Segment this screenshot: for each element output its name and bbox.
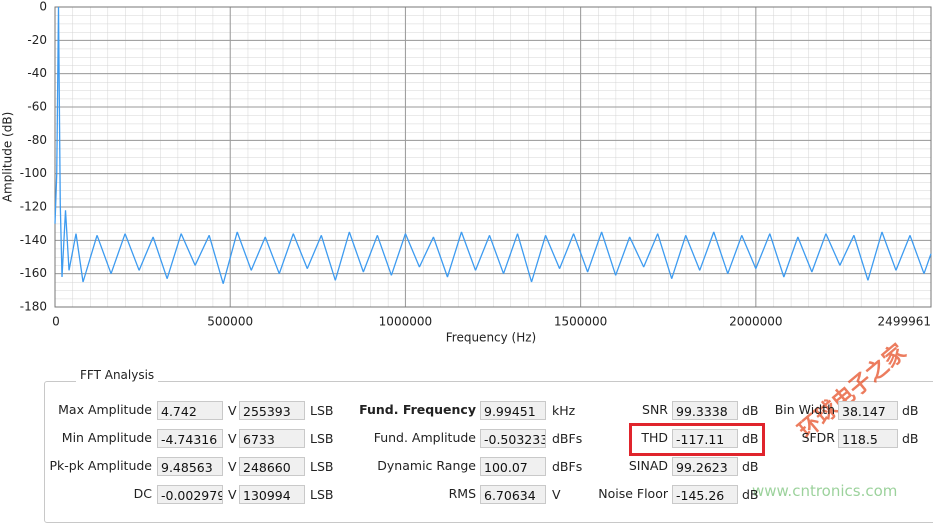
y-tick-label: -180 (20, 300, 47, 314)
field-value: 100.07 (480, 457, 546, 476)
field-unit: dB (902, 403, 919, 418)
x-axis-label: Frequency (Hz) (446, 331, 537, 345)
field-value: 6.70634 (480, 485, 546, 504)
field-value: 6733 (239, 429, 305, 448)
field-unit: V (228, 487, 237, 502)
field-label: Fund. Amplitude (373, 430, 476, 445)
plot-frame (54, 6, 932, 308)
field-value: -0.002979 (157, 485, 223, 504)
field-value: 130994 (239, 485, 305, 504)
field-label: Pk-pk Amplitude (49, 458, 153, 473)
y-tick-label: 0 (39, 0, 47, 14)
field-value: 38.147 (838, 401, 898, 420)
chart: -180 -160 -140 -120 -100 -80 -60 -40 -20 0 0 500000… (1, 0, 932, 345)
x-tick-label: 1500000 (554, 315, 607, 329)
field-label: SFDR (801, 430, 835, 445)
y-tick-label: -80 (27, 133, 47, 147)
field-value: -0.503233 (480, 429, 546, 448)
field-value: 248660 (239, 457, 305, 476)
minor-grid (55, 7, 931, 307)
x-tick-label: 1000000 (379, 315, 432, 329)
field-unit: dB (742, 403, 759, 418)
field-unit: LSB (310, 459, 334, 474)
y-tick-label: -100 (20, 166, 47, 180)
field-unit: dB (742, 487, 759, 502)
y-tick-label: -40 (27, 66, 47, 80)
field-unit: LSB (310, 487, 334, 502)
field-label: Fund. Frequency (359, 402, 476, 417)
y-tick-label: -160 (20, 266, 47, 280)
y-axis-label: Amplitude (dB) (1, 112, 15, 203)
field-unit: V (552, 487, 561, 502)
field-label: SINAD (628, 458, 668, 473)
field-value: 99.2623 (672, 457, 738, 476)
field-unit: V (228, 431, 237, 446)
field-label: SNR (642, 402, 668, 417)
y-tick-label: -60 (27, 100, 47, 114)
group-title: FFT Analysis (76, 368, 159, 382)
field-label: Min Amplitude (61, 430, 152, 445)
field-value: 4.742 (157, 401, 223, 420)
field-unit: dB (742, 431, 759, 446)
field-unit: dB (902, 431, 919, 446)
field-value: -4.74316 (157, 429, 223, 448)
field-unit: kHz (552, 403, 576, 418)
field-value: -145.26 (672, 485, 738, 504)
field-value: 255393 (239, 401, 305, 420)
field-label: Noise Floor (598, 486, 668, 501)
watermark-site: www.cntronics.com (752, 482, 898, 500)
field-label: THD (641, 430, 668, 445)
field-label: Dynamic Range (377, 458, 476, 473)
x-tick-label: 0 (52, 315, 60, 329)
field-unit: V (228, 459, 237, 474)
field-unit: LSB (310, 431, 334, 446)
field-unit: LSB (310, 403, 334, 418)
y-tick-label: -140 (20, 233, 47, 247)
field-value: -117.11 (672, 429, 738, 448)
field-label: RMS (448, 486, 476, 501)
field-unit: dBFs (552, 431, 583, 446)
field-unit: dBFs (552, 459, 583, 474)
field-unit: dB (742, 459, 759, 474)
spectrum-line (54, 6, 932, 284)
field-label: DC (133, 486, 152, 501)
highlight-box (629, 423, 765, 456)
x-tick-label: 500000 (207, 315, 253, 329)
y-tick-label: -120 (20, 200, 47, 214)
y-tick-label: -20 (27, 33, 47, 47)
field-value: 9.99451 (480, 401, 546, 420)
field-label: Max Amplitude (58, 402, 152, 417)
x-tick-label: 2000000 (729, 315, 782, 329)
field-value: 99.3338 (672, 401, 738, 420)
field-label: Bin Width (774, 402, 835, 417)
field-value: 9.48563 (157, 457, 223, 476)
field-value: 118.5 (838, 429, 898, 448)
x-tick-label: 2499961 (878, 315, 931, 329)
field-unit: V (228, 403, 237, 418)
